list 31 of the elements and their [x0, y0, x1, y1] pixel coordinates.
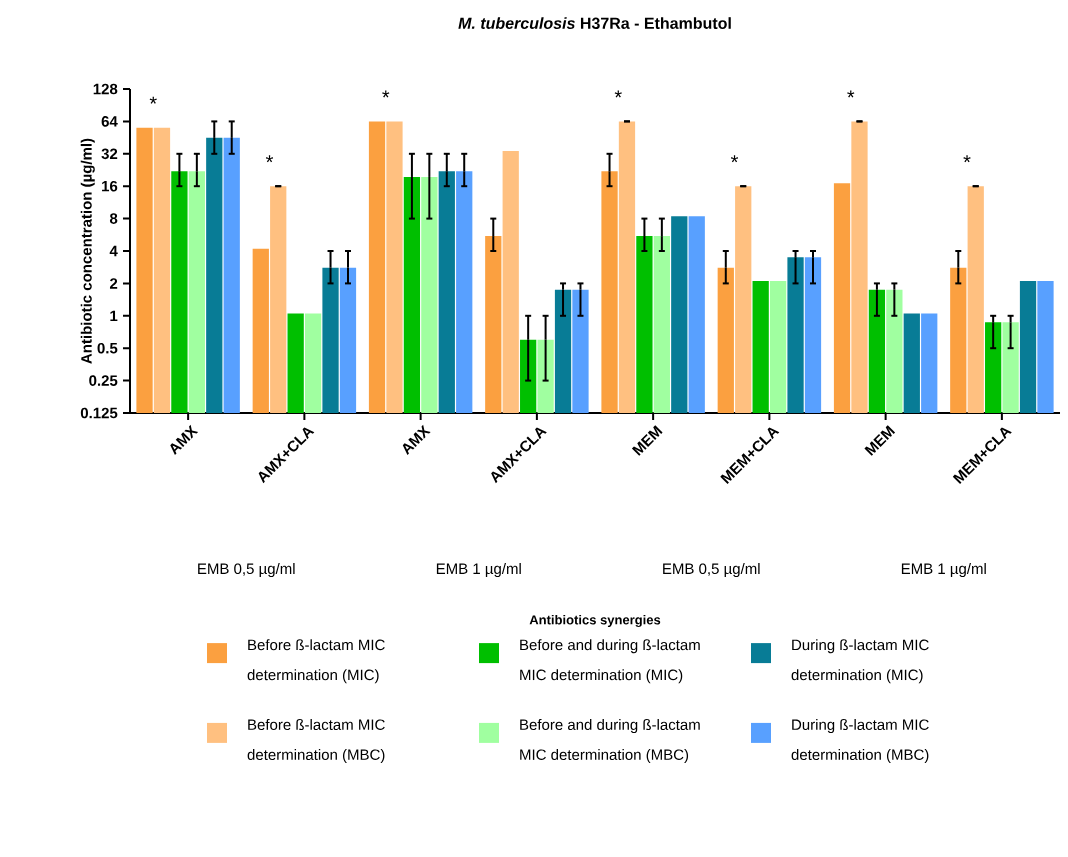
- legend-label: During ß-lactam MIC determination (MIC): [791, 639, 929, 684]
- legend-label: During ß-lactam MIC determination (MBC): [791, 718, 929, 763]
- y-tick-label: 0.125: [80, 407, 118, 419]
- annotation: *: [730, 155, 739, 163]
- y-tick-label: 0.25: [89, 375, 118, 386]
- y-tick-label: 8: [109, 213, 118, 224]
- y-tick-label: 16: [102, 180, 118, 192]
- y-tick-label: 4: [109, 245, 118, 257]
- text: Before ß-lactam MIC determination (MIC): [247, 639, 385, 684]
- annotation: *: [963, 155, 971, 163]
- text: EMB 1 µg/ml: [436, 563, 521, 577]
- y-tick-label: 1: [110, 310, 118, 321]
- annotation: *: [614, 90, 622, 98]
- legend-label: Before and during ß-lactam MIC determination (MIC): [520, 639, 700, 684]
- chart-title: M. tuberculosis H37Ra - Ethambutol: [458, 17, 731, 29]
- y-tick-label: 2: [109, 278, 118, 289]
- text: EMB 0,5 µg/ml: [663, 563, 760, 577]
- text: EMB 0,5 µg/ml: [198, 563, 295, 577]
- y-tick-label: 64: [101, 116, 118, 127]
- y-axis-title: Antibiotic concentration (µg/ml): [80, 138, 95, 364]
- y-tick-label: 128: [93, 83, 118, 95]
- text: EMB 1 µg/ml: [901, 563, 986, 577]
- annotation: *: [847, 90, 855, 98]
- text: Antibiotics synergies: [529, 614, 661, 628]
- y-tick-label: 32: [101, 148, 118, 160]
- annotation: *: [265, 155, 274, 163]
- y-tick-label: 0.5: [97, 342, 118, 354]
- legend-label: Before and during ß-lactam MIC determination (MBC): [520, 718, 700, 763]
- annotation: *: [382, 90, 390, 98]
- annotation: *: [149, 96, 157, 104]
- text: Before ß-lactam MIC determination (MBC): [247, 718, 385, 763]
